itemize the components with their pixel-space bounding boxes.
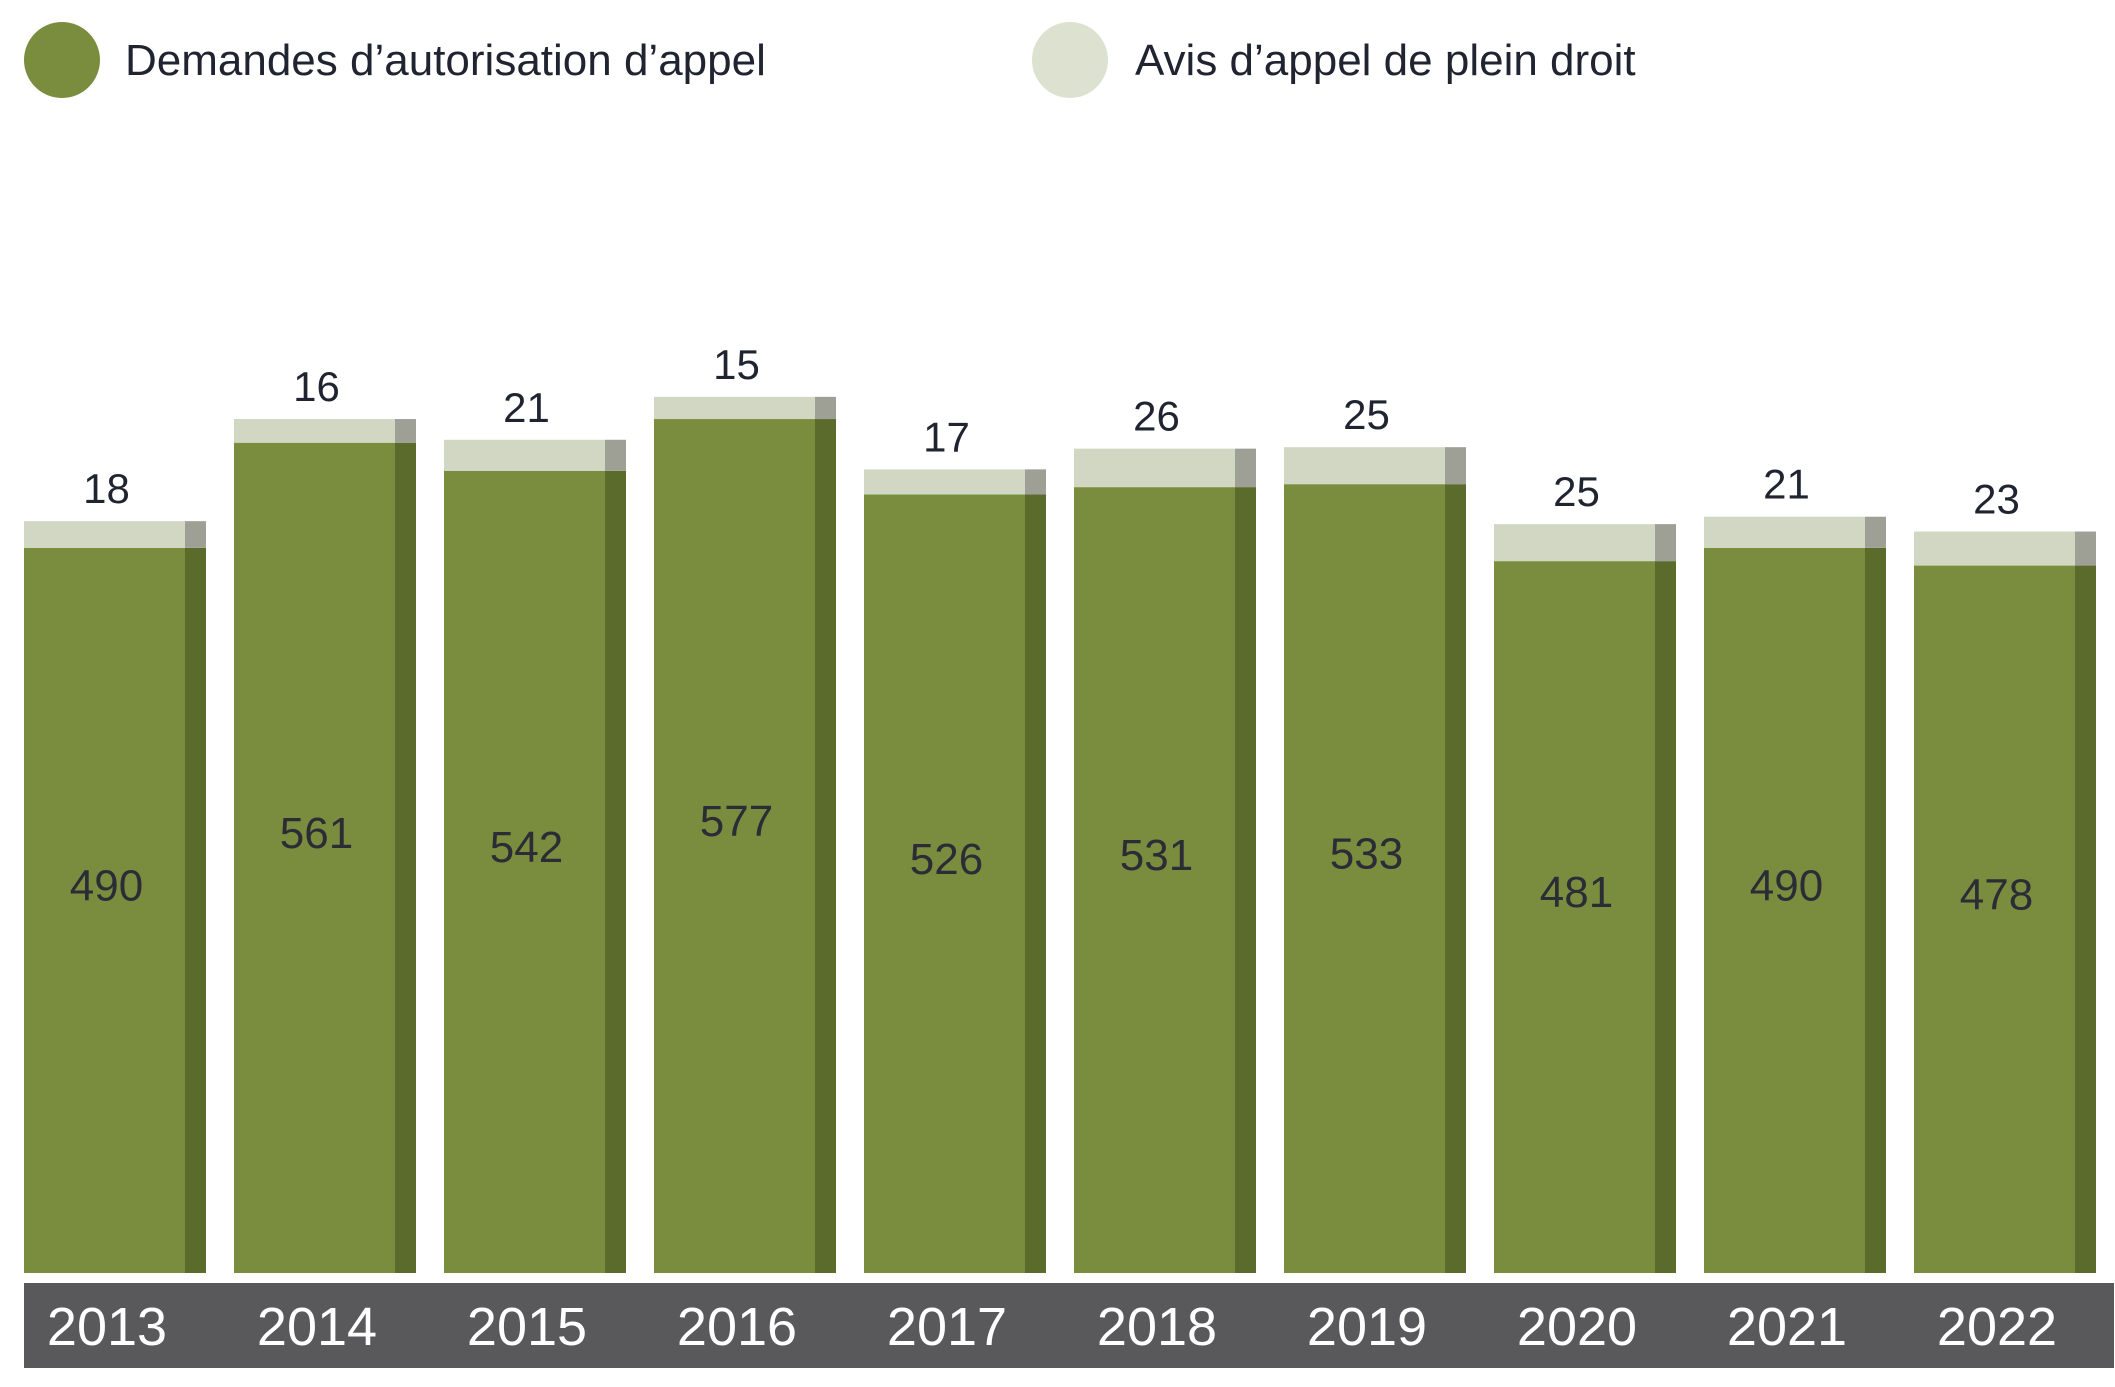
x-tick-label-2016: 2016 (677, 1297, 797, 1357)
x-axis-band (24, 1283, 2114, 1368)
bar-avis-2014 (234, 419, 395, 443)
bar-avis-edge-2016 (815, 396, 836, 420)
data-label-avis-2014: 16 (293, 363, 340, 410)
bar-demandes-edge-2017 (1025, 494, 1046, 1273)
legend: Demandes d’autorisation d’appel Avis d’a… (24, 22, 1636, 98)
x-tick-label-2013: 2013 (47, 1297, 167, 1357)
bar-demandes-2021 (1704, 547, 1865, 1273)
bar-avis-edge-2013 (185, 521, 206, 548)
data-label-demandes-2016: 577 (700, 797, 773, 846)
bar-avis-edge-2017 (1025, 469, 1046, 495)
legend-label-avis: Avis d’appel de plein droit (1135, 36, 1636, 85)
bar-demandes-edge-2013 (185, 547, 206, 1273)
x-tick-label-2022: 2022 (1937, 1297, 2057, 1357)
data-label-avis-2016: 15 (713, 341, 760, 388)
bar-avis-2019 (1284, 447, 1445, 485)
bar-avis-2018 (1074, 448, 1235, 488)
x-tick-label-2021: 2021 (1727, 1297, 1847, 1357)
legend-swatch-avis (1032, 22, 1108, 98)
data-label-avis-2019: 25 (1343, 391, 1390, 438)
bar-demandes-2013 (24, 547, 185, 1273)
bar-demandes-edge-2019 (1445, 484, 1466, 1273)
legend-label-demandes: Demandes d’autorisation d’appel (125, 36, 766, 85)
bar-avis-2020 (1494, 524, 1655, 562)
bar-avis-2016 (654, 396, 815, 420)
data-label-demandes-2014: 561 (280, 809, 353, 858)
x-tick-label-2018: 2018 (1097, 1297, 1217, 1357)
bar-avis-edge-2018 (1235, 448, 1256, 488)
data-label-avis-2015: 21 (503, 384, 550, 431)
data-label-demandes-2021: 490 (1750, 861, 1823, 910)
data-label-demandes-2022: 478 (1960, 870, 2033, 919)
data-label-demandes-2017: 526 (910, 835, 983, 884)
data-label-avis-2020: 25 (1553, 468, 1600, 515)
bars-layer (24, 396, 2096, 1274)
bar-demandes-2014 (234, 442, 395, 1274)
data-label-avis-2022: 23 (1973, 476, 2020, 523)
bar-demandes-2019 (1284, 484, 1445, 1273)
bar-demandes-2015 (444, 470, 605, 1274)
bar-demandes-2018 (1074, 487, 1235, 1273)
bar-avis-2015 (444, 439, 605, 471)
x-tick-label-2014: 2014 (257, 1297, 377, 1357)
bar-demandes-2022 (1914, 565, 2075, 1273)
data-label-avis-2013: 18 (83, 465, 130, 512)
data-label-avis-2018: 26 (1133, 393, 1180, 440)
bar-avis-2013 (24, 521, 185, 548)
bar-demandes-edge-2015 (605, 470, 626, 1274)
bar-demandes-edge-2021 (1865, 547, 1886, 1273)
bar-demandes-2020 (1494, 561, 1655, 1273)
bar-avis-edge-2021 (1865, 516, 1886, 548)
bar-demandes-edge-2018 (1235, 487, 1256, 1273)
labels-layer: 18 490 2013 16 561 2014 21 542 2015 15 577 2016 17 52… (47, 341, 2057, 1357)
bar-demandes-2016 (654, 419, 815, 1273)
x-tick-label-2020: 2020 (1517, 1297, 1637, 1357)
bar-demandes-edge-2016 (815, 419, 836, 1273)
bar-demandes-edge-2022 (2075, 565, 2096, 1273)
bar-avis-edge-2022 (2075, 531, 2096, 566)
x-tick-label-2017: 2017 (887, 1297, 1007, 1357)
bar-avis-edge-2020 (1655, 524, 1676, 562)
bar-avis-2022 (1914, 531, 2075, 566)
data-label-avis-2021: 21 (1763, 461, 1810, 508)
data-label-demandes-2018: 531 (1120, 831, 1193, 880)
legend-swatch-demandes (24, 22, 100, 98)
bar-avis-2021 (1704, 516, 1865, 548)
bar-demandes-2017 (864, 494, 1025, 1273)
data-label-demandes-2013: 490 (70, 861, 143, 910)
bar-avis-2017 (864, 469, 1025, 495)
x-tick-label-2019: 2019 (1307, 1297, 1427, 1357)
data-label-demandes-2020: 481 (1540, 868, 1613, 917)
data-label-avis-2017: 17 (923, 413, 970, 460)
bar-demandes-edge-2020 (1655, 561, 1676, 1273)
bar-avis-edge-2019 (1445, 447, 1466, 485)
data-label-demandes-2015: 542 (490, 823, 563, 872)
bar-demandes-edge-2014 (395, 442, 416, 1274)
bar-avis-edge-2015 (605, 439, 626, 471)
bar-avis-edge-2014 (395, 419, 416, 443)
data-label-demandes-2019: 533 (1330, 830, 1403, 879)
x-tick-label-2015: 2015 (467, 1297, 587, 1357)
